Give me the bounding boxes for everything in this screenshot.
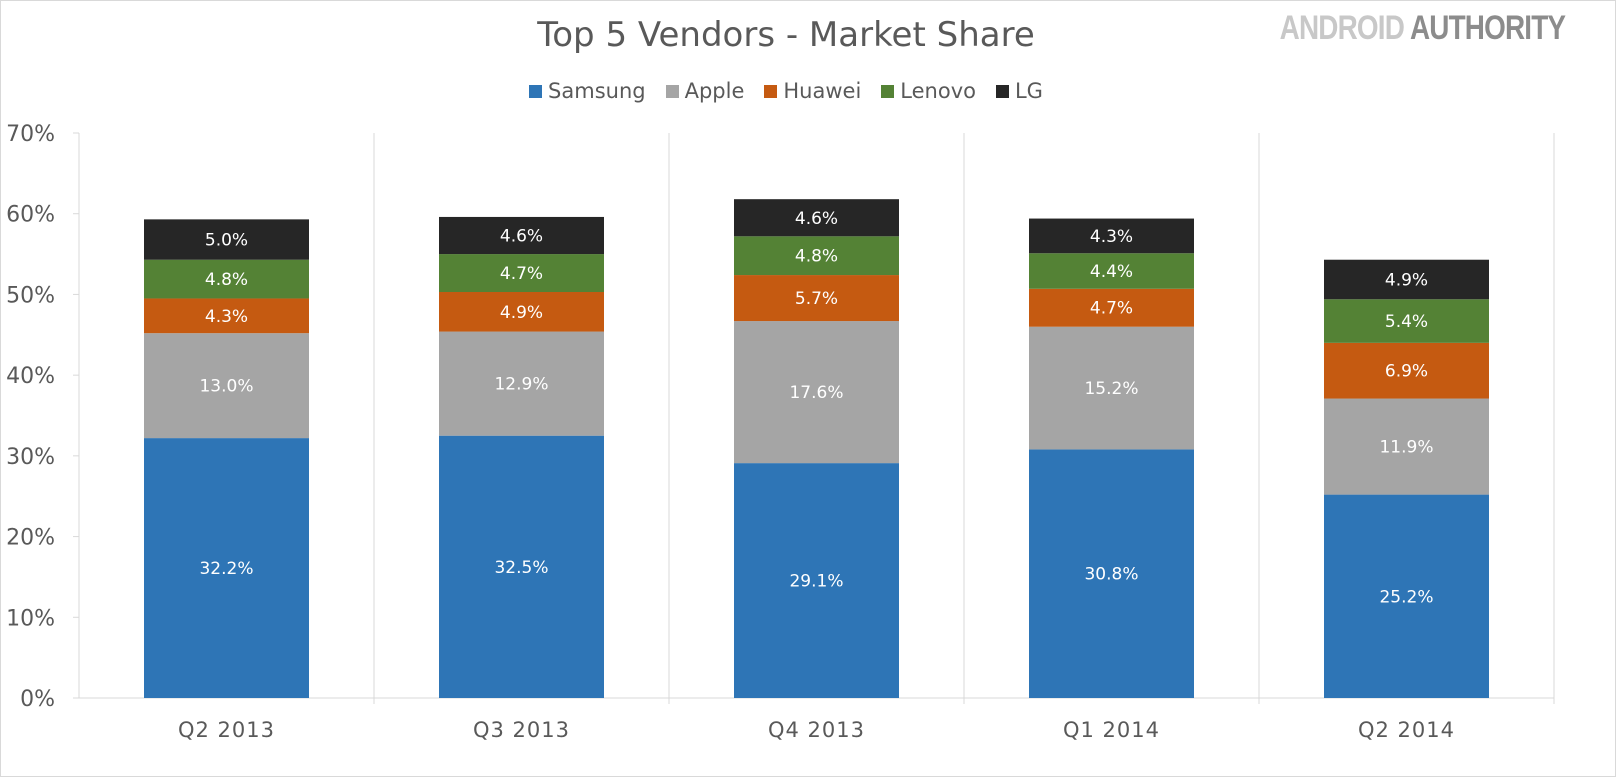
bar-lenovo	[144, 259, 309, 299]
legend-item: LG	[995, 79, 1043, 103]
legend-swatch	[995, 84, 1009, 98]
bar-samsung	[1324, 494, 1489, 698]
logo: ANDROID AUTHORITY	[1279, 9, 1565, 47]
data-label: 6.9%	[1385, 362, 1428, 382]
bar-huawei	[144, 298, 309, 334]
data-label: 4.8%	[795, 247, 838, 267]
x-tick-label: Q3 2013	[473, 718, 570, 742]
legend-swatch	[529, 84, 543, 98]
data-label: 4.9%	[500, 303, 543, 323]
data-label: 5.7%	[795, 289, 838, 309]
data-label: 4.3%	[205, 307, 248, 327]
bar-apple	[144, 333, 309, 439]
y-tick-label: 60%	[6, 203, 55, 228]
bar-lenovo	[439, 254, 604, 293]
y-tick-label: 0%	[20, 687, 55, 712]
y-tick-label: 40%	[6, 364, 55, 389]
legend-item: Lenovo	[881, 79, 976, 103]
y-tick-label: 50%	[6, 283, 55, 308]
y-tick-label: 70%	[6, 122, 55, 147]
bar-apple	[1324, 398, 1489, 495]
legend-label: Huawei	[783, 79, 862, 103]
bar-lenovo	[1029, 253, 1194, 289]
legend-label: LG	[1014, 79, 1043, 103]
data-label: 4.4%	[1090, 262, 1133, 282]
data-label: 4.7%	[1090, 299, 1133, 319]
data-label: 29.1%	[789, 572, 843, 592]
data-label: 32.2%	[199, 559, 253, 579]
bar-lg	[439, 216, 604, 255]
bar-lenovo	[734, 236, 899, 276]
bar-lenovo	[1324, 299, 1489, 343]
data-label: 4.9%	[1385, 270, 1428, 290]
bar-lg	[1324, 259, 1489, 300]
bar-lg	[144, 219, 309, 260]
data-label: 4.6%	[795, 209, 838, 229]
legend-label: Samsung	[548, 79, 646, 103]
data-label: 5.4%	[1385, 312, 1428, 332]
y-tick-label: 30%	[6, 445, 55, 470]
data-label: 32.5%	[494, 558, 548, 578]
bar-samsung	[439, 435, 604, 698]
legend-item: Samsung	[529, 79, 646, 103]
bar-samsung	[734, 463, 899, 698]
data-label: 12.9%	[494, 375, 548, 395]
x-tick-label: Q4 2013	[768, 718, 865, 742]
data-label: 13.0%	[199, 377, 253, 397]
legend-swatch	[665, 84, 679, 98]
bar-apple	[734, 321, 899, 464]
legend: Samsung Apple Huawei Lenovo LG	[1, 79, 1571, 103]
bar-apple	[439, 331, 604, 436]
bar-samsung	[1029, 449, 1194, 698]
bar-apple	[1029, 326, 1194, 450]
y-tick-label: 10%	[6, 606, 55, 631]
bar-huawei	[439, 292, 604, 332]
legend-label: Lenovo	[900, 79, 976, 103]
legend-swatch	[764, 84, 778, 98]
data-label: 30.8%	[1084, 565, 1138, 585]
x-tick-label: Q2 2014	[1358, 718, 1455, 742]
chart-title: Top 5 Vendors - Market Share	[537, 15, 1035, 55]
x-tick-label: Q1 2014	[1063, 718, 1160, 742]
bar-lg	[1029, 218, 1194, 254]
legend-label: Apple	[684, 79, 745, 103]
bar-huawei	[1029, 288, 1194, 327]
data-label: 25.2%	[1379, 587, 1433, 607]
x-tick-label: Q2 2013	[178, 718, 275, 742]
data-label: 4.6%	[500, 227, 543, 247]
data-label: 4.7%	[500, 264, 543, 284]
data-label: 4.3%	[1090, 227, 1133, 247]
bar-huawei	[1324, 342, 1489, 399]
y-tick-label: 20%	[6, 526, 55, 551]
bar-samsung	[144, 438, 309, 698]
bar-huawei	[734, 275, 899, 322]
legend-item: Apple	[665, 79, 745, 103]
data-label: 15.2%	[1084, 379, 1138, 399]
data-label: 5.0%	[205, 231, 248, 251]
data-label: 4.8%	[205, 270, 248, 290]
legend-item: Huawei	[764, 79, 861, 103]
bar-lg	[734, 199, 899, 237]
legend-swatch	[881, 84, 895, 98]
data-label: 17.6%	[789, 383, 843, 403]
data-label: 11.9%	[1379, 438, 1433, 458]
